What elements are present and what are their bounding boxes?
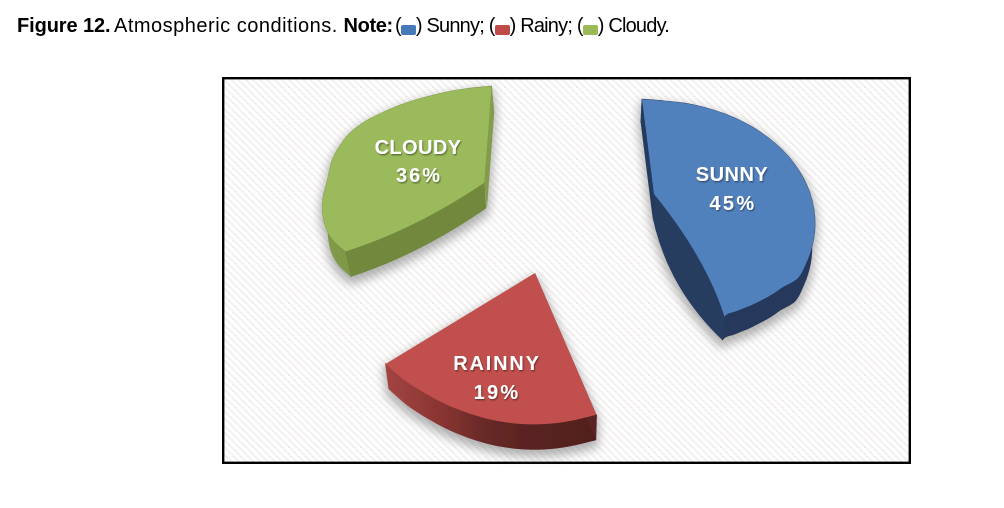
svg-text:SUNNY: SUNNY [696, 164, 769, 186]
svg-text:RAINNY: RAINNY [453, 353, 540, 375]
svg-text:36%: 36% [396, 165, 442, 187]
svg-text:CLOUDY: CLOUDY [375, 137, 462, 159]
svg-text:19%: 19% [474, 382, 521, 404]
svg-text:45%: 45% [709, 193, 756, 215]
